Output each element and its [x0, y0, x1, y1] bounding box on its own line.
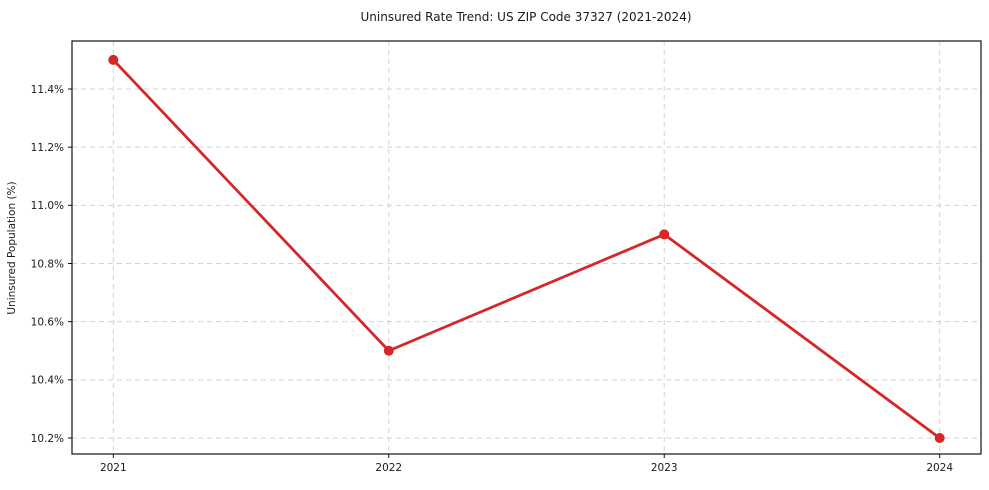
- plot-layer: [108, 54, 945, 444]
- data-point-2021: [108, 54, 119, 65]
- y-tick-label: 10.4%: [31, 375, 64, 387]
- y-tick-label: 11.2%: [31, 142, 64, 154]
- y-tick-label: 10.2%: [31, 433, 64, 445]
- y-tick-label: 11.4%: [31, 84, 64, 96]
- x-tick-label: 2021: [100, 462, 127, 474]
- y-tick-label: 11.0%: [31, 200, 64, 212]
- data-point-2023: [659, 229, 670, 240]
- x-tick-label: 2023: [651, 462, 678, 474]
- y-tick-label: 10.8%: [31, 258, 64, 270]
- trend-line: [111, 58, 942, 440]
- x-tick-label: 2024: [926, 462, 953, 474]
- data-point-2022: [383, 345, 394, 356]
- y-axis-label: Uninsured Population (%): [6, 181, 18, 314]
- x-tick-label: 2022: [375, 462, 402, 474]
- y-tick-label: 10.6%: [31, 316, 64, 328]
- grid-layer: [72, 41, 981, 454]
- data-point-2024: [934, 433, 945, 444]
- axis-layer: 10.2% 10.4% 10.6% 10.8% 11.0% 11.2% 11.4% 2021 2…: [31, 40, 982, 474]
- plot-frame: [71, 40, 982, 455]
- chart-title: Uninsured Rate Trend: US ZIP Code 37327 …: [360, 10, 691, 24]
